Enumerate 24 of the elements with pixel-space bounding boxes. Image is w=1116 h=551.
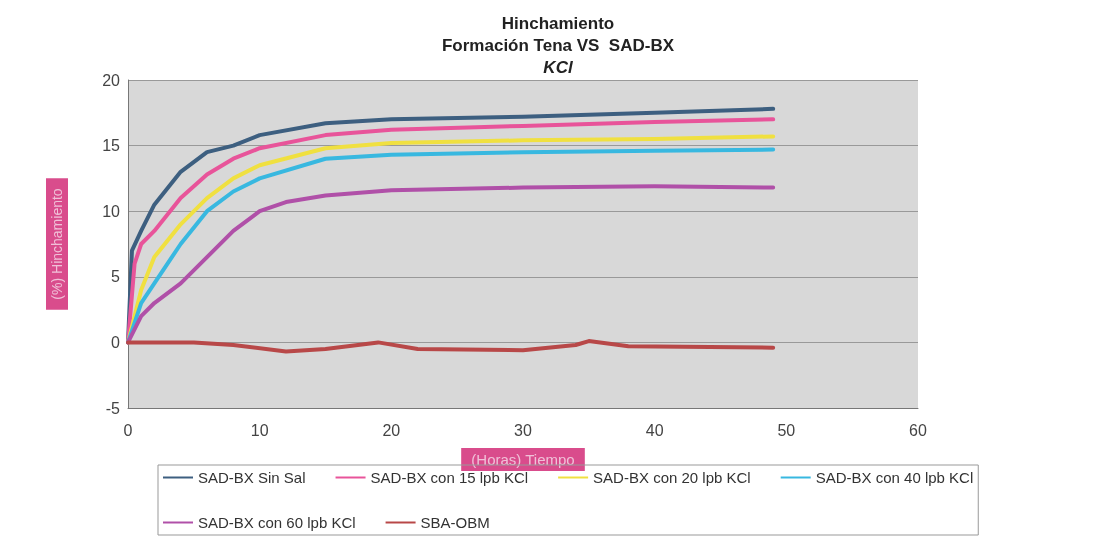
x-tick-label: 40 bbox=[645, 421, 664, 439]
chart-title: Hinchamiento bbox=[501, 14, 615, 33]
x-axis-title: (Horas) Tiempo bbox=[471, 451, 575, 468]
x-tick-label: 30 bbox=[514, 421, 532, 439]
legend-label: SAD-BX con 60 lpb KCl bbox=[198, 514, 356, 531]
legend-label: SAD-BX Sin Sal bbox=[198, 469, 306, 486]
y-tick-label: 10 bbox=[102, 202, 121, 220]
y-axis-title: (%) Hinchamiento bbox=[49, 188, 65, 300]
x-tick-label: 10 bbox=[250, 421, 269, 439]
chart-subtitle: Formación Tena VS SAD-BX KCl bbox=[441, 36, 675, 77]
y-tick-label: 15 bbox=[102, 137, 121, 155]
y-tick-label: 0 bbox=[111, 333, 121, 351]
y-tick-label: 5 bbox=[111, 268, 121, 286]
y-tick-label: 20 bbox=[102, 71, 121, 89]
legend-label: SAD-BX con 15 lpb KCl bbox=[370, 469, 529, 486]
line-series bbox=[126, 339, 776, 354]
x-tick-label: 0 bbox=[123, 421, 133, 439]
legend-label: SAD-BX con 20 lpb KCl bbox=[593, 469, 751, 486]
y-tick-label: -5 bbox=[105, 399, 121, 417]
legend-label: SAD-BX con 40 lpb KCl bbox=[815, 469, 974, 486]
legend-label: SBA-OBM bbox=[420, 514, 490, 531]
x-tick-label: 50 bbox=[777, 421, 796, 439]
x-tick-label: 20 bbox=[382, 421, 401, 439]
x-tick-label: 60 bbox=[909, 421, 927, 439]
